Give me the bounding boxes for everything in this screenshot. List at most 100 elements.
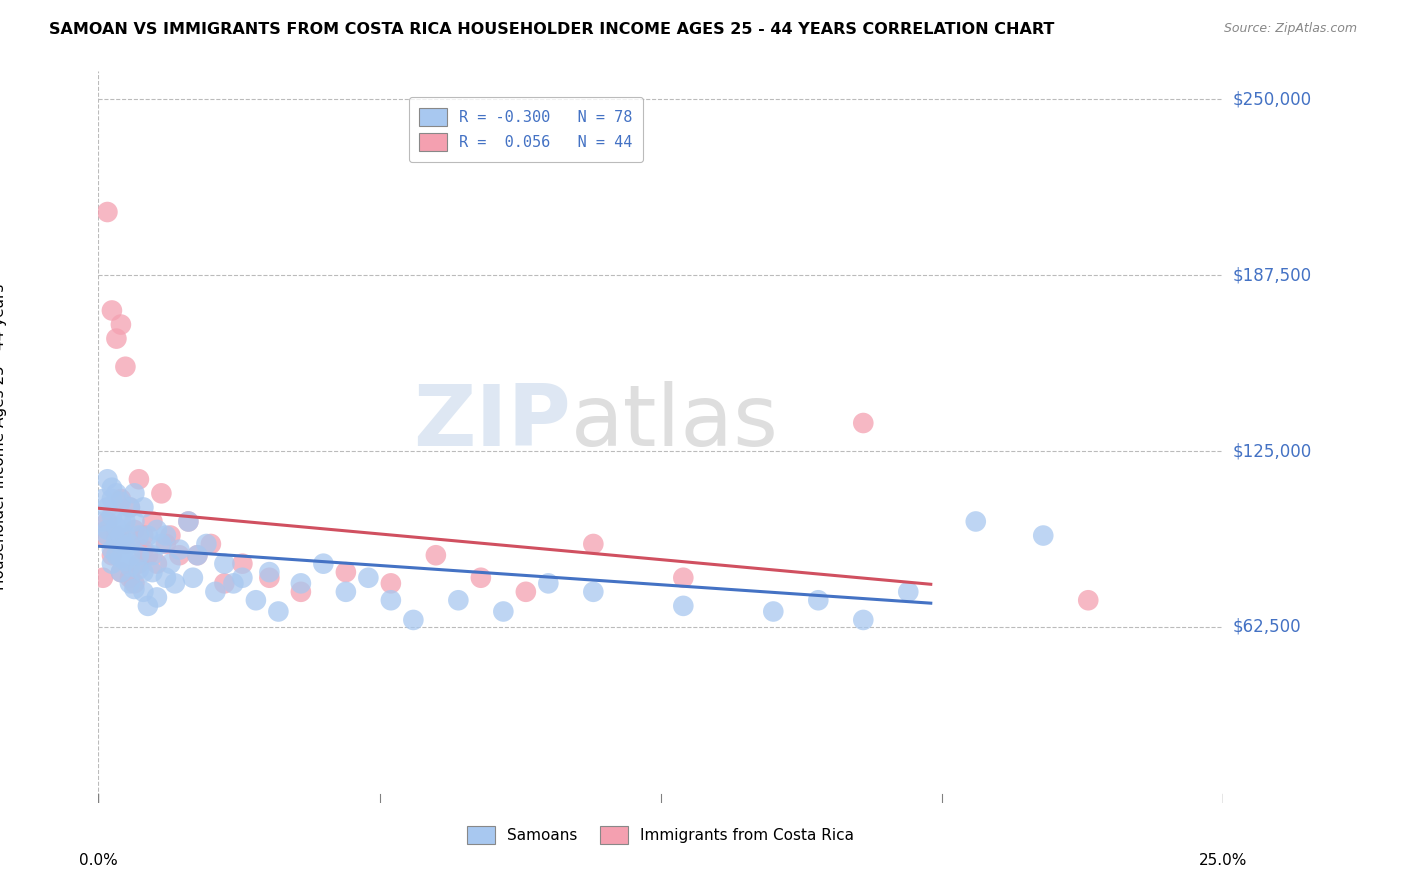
Point: [132, 542, 155, 557]
Point: [470, 571, 492, 585]
Point: [150, 537, 173, 551]
Point: [186, 548, 208, 562]
Point: [132, 500, 155, 515]
Point: [128, 557, 150, 571]
Point: [114, 359, 136, 374]
Point: [402, 613, 425, 627]
Point: [96, 500, 118, 515]
Point: [101, 491, 124, 506]
Point: [335, 565, 357, 579]
Point: [146, 557, 169, 571]
Point: [124, 576, 146, 591]
Point: [447, 593, 470, 607]
Point: [672, 599, 695, 613]
Point: [155, 571, 177, 585]
Point: [425, 548, 447, 562]
Point: [582, 537, 605, 551]
Point: [132, 528, 155, 542]
Point: [101, 508, 124, 523]
Point: [132, 584, 155, 599]
Point: [114, 528, 136, 542]
Point: [110, 491, 132, 506]
Point: [124, 582, 146, 596]
Point: [118, 537, 141, 551]
Point: [897, 584, 920, 599]
Point: [155, 537, 177, 551]
Legend: Samoans, Immigrants from Costa Rica: Samoans, Immigrants from Costa Rica: [461, 820, 860, 850]
Point: [231, 571, 253, 585]
Text: $250,000: $250,000: [1232, 90, 1312, 109]
Text: Source: ZipAtlas.com: Source: ZipAtlas.com: [1223, 22, 1357, 36]
Point: [128, 528, 150, 542]
Point: [124, 515, 146, 529]
Point: [110, 528, 132, 542]
Point: [118, 548, 141, 562]
Point: [118, 576, 141, 591]
Point: [335, 584, 357, 599]
Point: [141, 565, 163, 579]
Point: [762, 605, 785, 619]
Point: [105, 332, 128, 346]
Point: [231, 557, 253, 571]
Point: [101, 548, 124, 562]
Point: [159, 528, 181, 542]
Point: [105, 520, 128, 534]
Point: [114, 515, 136, 529]
Point: [110, 565, 132, 579]
Point: [380, 576, 402, 591]
Point: [114, 537, 136, 551]
Point: [128, 562, 150, 576]
Point: [186, 548, 208, 562]
Point: [96, 523, 118, 537]
Point: [181, 571, 204, 585]
Point: [1077, 593, 1099, 607]
Point: [290, 584, 312, 599]
Point: [101, 481, 124, 495]
Text: ZIP: ZIP: [413, 381, 571, 464]
Point: [177, 515, 200, 529]
Point: [132, 565, 155, 579]
Point: [222, 576, 245, 591]
Point: [118, 500, 141, 515]
Point: [259, 565, 281, 579]
Point: [124, 486, 146, 500]
Point: [118, 500, 141, 515]
Point: [105, 534, 128, 549]
Point: [91, 528, 114, 542]
Point: [105, 548, 128, 562]
Point: [128, 548, 150, 562]
Text: SAMOAN VS IMMIGRANTS FROM COSTA RICA HOUSEHOLDER INCOME AGES 25 - 44 YEARS CORRE: SAMOAN VS IMMIGRANTS FROM COSTA RICA HOU…: [49, 22, 1054, 37]
Point: [515, 584, 537, 599]
Point: [380, 593, 402, 607]
Point: [214, 576, 236, 591]
Point: [169, 548, 191, 562]
Point: [96, 515, 118, 529]
Point: [259, 571, 281, 585]
Point: [159, 557, 181, 571]
Point: [136, 548, 159, 562]
Point: [146, 591, 169, 605]
Point: [124, 523, 146, 537]
Point: [852, 613, 875, 627]
Point: [200, 537, 222, 551]
Point: [177, 515, 200, 529]
Point: [492, 605, 515, 619]
Point: [114, 554, 136, 568]
Point: [110, 515, 132, 529]
Point: [105, 528, 128, 542]
Point: [118, 571, 141, 585]
Point: [91, 491, 114, 506]
Point: [163, 576, 186, 591]
Point: [195, 537, 218, 551]
Text: Householder Income Ages 25 - 44 years: Householder Income Ages 25 - 44 years: [0, 284, 7, 591]
Point: [537, 576, 560, 591]
Point: [245, 593, 267, 607]
Point: [101, 542, 124, 557]
Point: [118, 559, 141, 574]
Point: [1032, 528, 1054, 542]
Point: [110, 495, 132, 509]
Text: 0.0%: 0.0%: [79, 854, 118, 869]
Point: [807, 593, 830, 607]
Point: [146, 523, 169, 537]
Point: [136, 528, 159, 542]
